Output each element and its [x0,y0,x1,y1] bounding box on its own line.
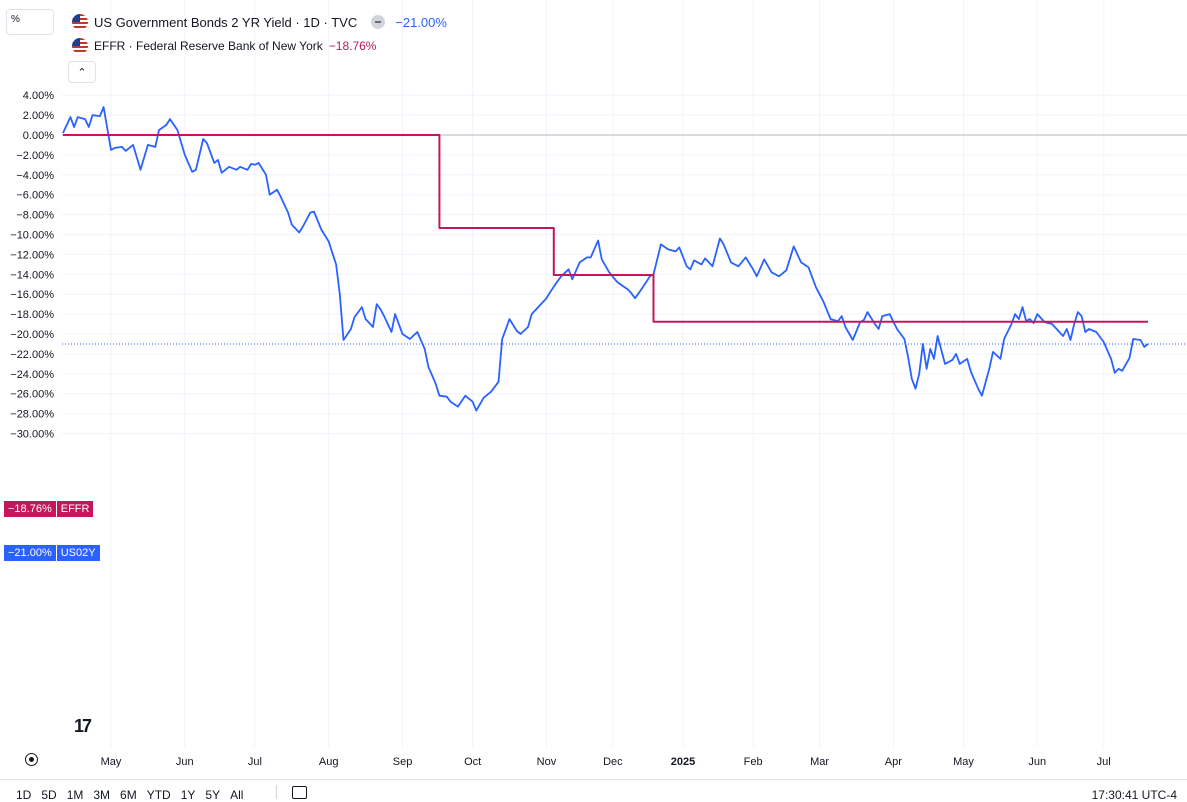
unit-selector[interactable]: % [6,9,54,35]
y-tick-label: −6.00% [16,190,54,202]
legend-series-2[interactable]: EFFR · Federal Reserve Bank of New York … [72,37,376,55]
y-tick-label: −30.00% [10,429,54,441]
x-tick-label: 2025 [671,756,695,768]
x-tick-label: Sep [393,756,413,768]
chevron-up-icon: ⌃ [77,66,87,79]
range-button-5d[interactable]: 5D [41,788,57,802]
x-tick-label: Feb [744,756,763,768]
x-tick-label: May [953,756,974,768]
us-flag-icon [72,14,88,30]
calendar-icon[interactable] [292,786,307,799]
legend-value-us02y: −21.00% [395,14,447,30]
x-tick-label: Jul [1097,756,1111,768]
y-tick-label: −2.00% [16,150,54,162]
x-tick-label: Mar [810,756,829,768]
y-tick-label: −12.00% [10,249,54,261]
series-layer [62,106,1149,412]
x-tick-label: Nov [537,756,557,768]
range-button-1d[interactable]: 1D [16,788,32,802]
range-button-ytd[interactable]: YTD [146,788,171,802]
x-tick-label: Apr [885,756,902,768]
effr-price-tag: −18.76% EFFR [4,501,94,517]
y-tick-label: −22.00% [10,349,54,361]
y-tick-label: 2.00% [23,110,54,122]
y-axis: 4.00% 2.00% 0.00% −2.00% −4.00% −6.00% −8.00% −… [10,90,54,440]
us-flag-icon [72,38,88,54]
us02y-series-line [62,106,1149,412]
y-tick-label: −26.00% [10,389,54,401]
time-readout[interactable]: 17:30:41 UTC-4 [1091,788,1177,802]
legend-series-1[interactable]: US Government Bonds 2 YR Yield · 1D · TV… [72,13,447,31]
bottom-toolbar: 1D 5D 1M 3M 6M YTD 1Y 5Y All 17:30:41 UTC-4 [0,779,1187,802]
y-tick-label: 0.00% [23,130,54,142]
chart-canvas[interactable]: 4.00% 2.00% 0.00% −2.00% −4.00% −6.00% −8.00% −… [0,0,1187,780]
y-tick-label: 4.00% [23,90,54,102]
y-tick-label: −24.00% [10,369,54,381]
effr-tag-value: −18.76% [4,501,56,517]
hide-series-icon[interactable] [371,15,386,29]
range-button-1m[interactable]: 1M [66,788,84,802]
x-axis: May Jun Jul Aug Sep Oct Nov Dec 2025 Feb Mar Apr May… [101,756,1111,768]
x-tick-label: Dec [603,756,623,768]
legend-title-us02y: US Government Bonds 2 YR Yield · 1D · TV… [94,14,358,30]
y-tick-label: −18.00% [10,309,54,321]
y-tick-label: −14.00% [10,269,54,281]
range-button-5y[interactable]: 5Y [205,788,221,802]
us02y-tag-value: −21.00% [4,545,56,561]
range-buttons: 1D 5D 1M 3M 6M YTD 1Y 5Y All [16,788,253,802]
gear-icon[interactable] [25,753,38,766]
x-tick-label: Jun [176,756,194,768]
grid [62,0,1187,747]
x-tick-label: May [101,756,122,768]
x-tick-label: Jun [1028,756,1046,768]
tradingview-logo-icon: 17 [74,716,92,736]
toolbar-divider [276,785,277,799]
collapse-legend-button[interactable]: ⌃ [68,61,96,83]
unit-label: % [11,14,20,25]
y-tick-label: −4.00% [16,170,54,182]
y-tick-label: −28.00% [10,409,54,421]
x-tick-label: Oct [464,756,481,768]
us02y-price-tag: −21.00% US02Y [4,545,100,561]
us02y-tag-name: US02Y [55,545,100,561]
range-button-6m[interactable]: 6M [120,788,137,802]
legend-title-effr: EFFR · Federal Reserve Bank of New York [94,39,323,53]
y-tick-label: −8.00% [16,210,54,222]
y-tick-label: −16.00% [10,289,54,301]
legend-value-effr: −18.76% [328,39,377,53]
y-tick-label: −20.00% [10,329,54,341]
x-tick-label: Aug [319,756,339,768]
range-button-all[interactable]: All [230,788,244,802]
effr-series-line [63,134,1148,323]
range-button-3m[interactable]: 3M [93,788,111,802]
y-tick-label: −10.00% [10,230,54,242]
range-button-1y[interactable]: 1Y [180,788,196,802]
x-tick-label: Jul [248,756,262,768]
effr-tag-name: EFFR [55,501,94,517]
